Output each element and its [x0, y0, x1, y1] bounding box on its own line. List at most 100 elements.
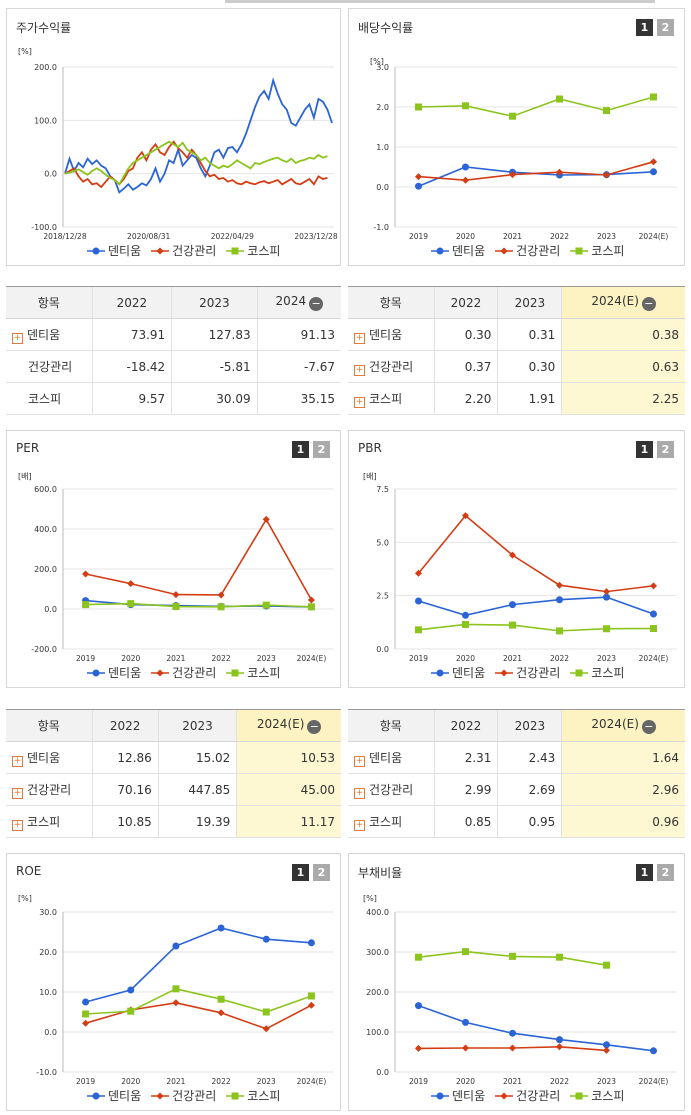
- chart-legend: 덴티움 건강관리 코스피: [431, 242, 624, 259]
- tab-1[interactable]: 1: [292, 864, 309, 881]
- row-label[interactable]: + 건강관리: [348, 773, 434, 806]
- pbr-chart: 7.5 5.0 2.5 0.0 2019 2020 2021 2022 2023 2024(E): [376, 485, 677, 663]
- roe-panel: ROE 1 2 [%] 30.0 20.0 10.0 0.0 -10.0 2019 2020…: [6, 853, 341, 1111]
- x-tick-label: 2020: [121, 1077, 140, 1086]
- tab-2[interactable]: 2: [313, 864, 330, 881]
- legend-item-dentium[interactable]: 덴티움: [87, 242, 141, 259]
- unit-label: [%]: [18, 47, 32, 56]
- legend-label: 덴티움: [108, 666, 142, 680]
- table-cell: 0.30: [433, 318, 498, 351]
- legend-item-health[interactable]: 건강관리: [495, 242, 560, 259]
- table-row: 코스피 9.57 30.09 35.15: [6, 382, 341, 415]
- row-label[interactable]: + 덴티움: [6, 318, 92, 351]
- table-cell: 10.85: [91, 805, 159, 838]
- legend-item-health[interactable]: 건강관리: [495, 664, 560, 681]
- legend-item-health[interactable]: 건강관리: [151, 1087, 216, 1104]
- legend-item-dentium[interactable]: 덴티움: [431, 242, 485, 259]
- row-label[interactable]: + 코스피: [348, 382, 434, 415]
- table-cell: 127.83: [171, 318, 258, 351]
- data-point-kospi: [82, 1010, 90, 1018]
- legend-item-health[interactable]: 건강관리: [151, 664, 216, 681]
- row-label[interactable]: 코스피: [6, 382, 92, 415]
- collapse-icon[interactable]: −: [641, 297, 656, 311]
- legend-item-kospi[interactable]: 코스피: [570, 242, 624, 259]
- data-point-kospi: [556, 627, 563, 635]
- legend-label: 건강관리: [172, 244, 217, 258]
- col-item: 항목: [348, 709, 434, 742]
- legend-label: 건강관리: [516, 666, 561, 680]
- unit-label: [배]: [18, 472, 32, 481]
- row-label[interactable]: + 코스피: [348, 805, 434, 838]
- tab-2[interactable]: 2: [313, 441, 330, 458]
- table-row: + 덴티움 12.86 15.02 10.53: [6, 741, 341, 774]
- data-point-dentium: [509, 1029, 516, 1037]
- legend-item-health[interactable]: 건강관리: [495, 1087, 560, 1104]
- row-label[interactable]: + 덴티움: [6, 741, 92, 774]
- col-2023: 2023: [497, 709, 562, 742]
- table-cell: 2.20: [433, 382, 498, 415]
- data-point-dentium: [556, 1036, 563, 1044]
- legend-item-kospi[interactable]: 코스피: [226, 664, 280, 681]
- unit-label: [%]: [370, 57, 384, 66]
- row-label[interactable]: + 건강관리: [6, 773, 92, 806]
- y-tick-label: 7.5: [376, 485, 389, 494]
- col-2022: 2022: [91, 709, 159, 742]
- legend-label: 코스피: [591, 666, 625, 680]
- x-tick-label: 2022: [550, 1077, 569, 1086]
- y-tick-label: -10.0: [36, 1068, 57, 1077]
- legend-label: 건강관리: [516, 1089, 561, 1103]
- row-label[interactable]: + 덴티움: [348, 318, 434, 351]
- data-point-kospi: [509, 952, 516, 960]
- tab-2[interactable]: 2: [657, 19, 674, 36]
- legend-item-kospi[interactable]: 코스피: [226, 1087, 280, 1104]
- legend-item-dentium[interactable]: 덴티움: [87, 1087, 141, 1104]
- data-point-kospi: [127, 600, 135, 608]
- collapse-icon[interactable]: −: [309, 297, 324, 311]
- tab-2[interactable]: 2: [657, 864, 674, 881]
- x-tick-label: 2019: [409, 232, 428, 241]
- legend-marker-icon: [431, 247, 449, 254]
- tab-1[interactable]: 1: [636, 19, 653, 36]
- legend-item-dentium[interactable]: 덴티움: [431, 1087, 485, 1104]
- legend-item-dentium[interactable]: 덴티움: [87, 664, 141, 681]
- x-tick-label: 2021: [503, 1077, 522, 1086]
- row-label[interactable]: + 덴티움: [348, 741, 434, 774]
- legend-item-kospi[interactable]: 코스피: [570, 1087, 624, 1104]
- row-label[interactable]: + 건강관리: [348, 350, 434, 383]
- legend-label: 코스피: [247, 666, 281, 680]
- data-point-health: [509, 551, 516, 559]
- collapse-icon[interactable]: −: [307, 720, 322, 734]
- expand-icon: +: [12, 755, 23, 767]
- legend-item-kospi[interactable]: 코스피: [226, 242, 280, 259]
- table-cell: 19.39: [157, 805, 237, 838]
- legend-item-health[interactable]: 건강관리: [151, 242, 216, 259]
- table-cell: 73.91: [91, 318, 172, 351]
- data-point-dentium: [127, 986, 135, 994]
- data-point-kospi: [172, 603, 180, 611]
- tab-1[interactable]: 1: [292, 441, 309, 458]
- data-point-kospi: [307, 992, 315, 1000]
- data-point-kospi: [217, 995, 225, 1003]
- data-point-dentium: [650, 1047, 657, 1055]
- row-label[interactable]: 건강관리: [6, 350, 92, 383]
- data-point-dentium: [509, 601, 516, 609]
- data-point-health: [172, 591, 180, 599]
- debt-ratio-chart: 400.0 300.0 200.0 100.0 0.0 2019 2020 2021 2022 2…: [366, 908, 677, 1086]
- legend-item-kospi[interactable]: 코스피: [570, 664, 624, 681]
- table-cell: 0.95: [497, 805, 562, 838]
- tab-1[interactable]: 1: [636, 441, 653, 458]
- legend-item-dentium[interactable]: 덴티움: [431, 664, 485, 681]
- collapse-icon[interactable]: −: [641, 720, 656, 734]
- tab-1[interactable]: 1: [636, 864, 653, 881]
- data-point-kospi: [262, 1008, 270, 1016]
- data-point-health: [462, 1044, 469, 1052]
- table-cell: 2.96: [561, 773, 685, 806]
- data-point-kospi: [415, 953, 422, 961]
- data-point-health: [462, 512, 469, 520]
- tab-2[interactable]: 2: [657, 441, 674, 458]
- row-label[interactable]: + 코스피: [6, 805, 92, 838]
- data-point-kospi: [556, 95, 563, 103]
- y-tick-label: 20.0: [39, 948, 57, 957]
- chart-tabs: 1 2: [292, 441, 330, 458]
- y-tick-label: 10.0: [39, 988, 57, 997]
